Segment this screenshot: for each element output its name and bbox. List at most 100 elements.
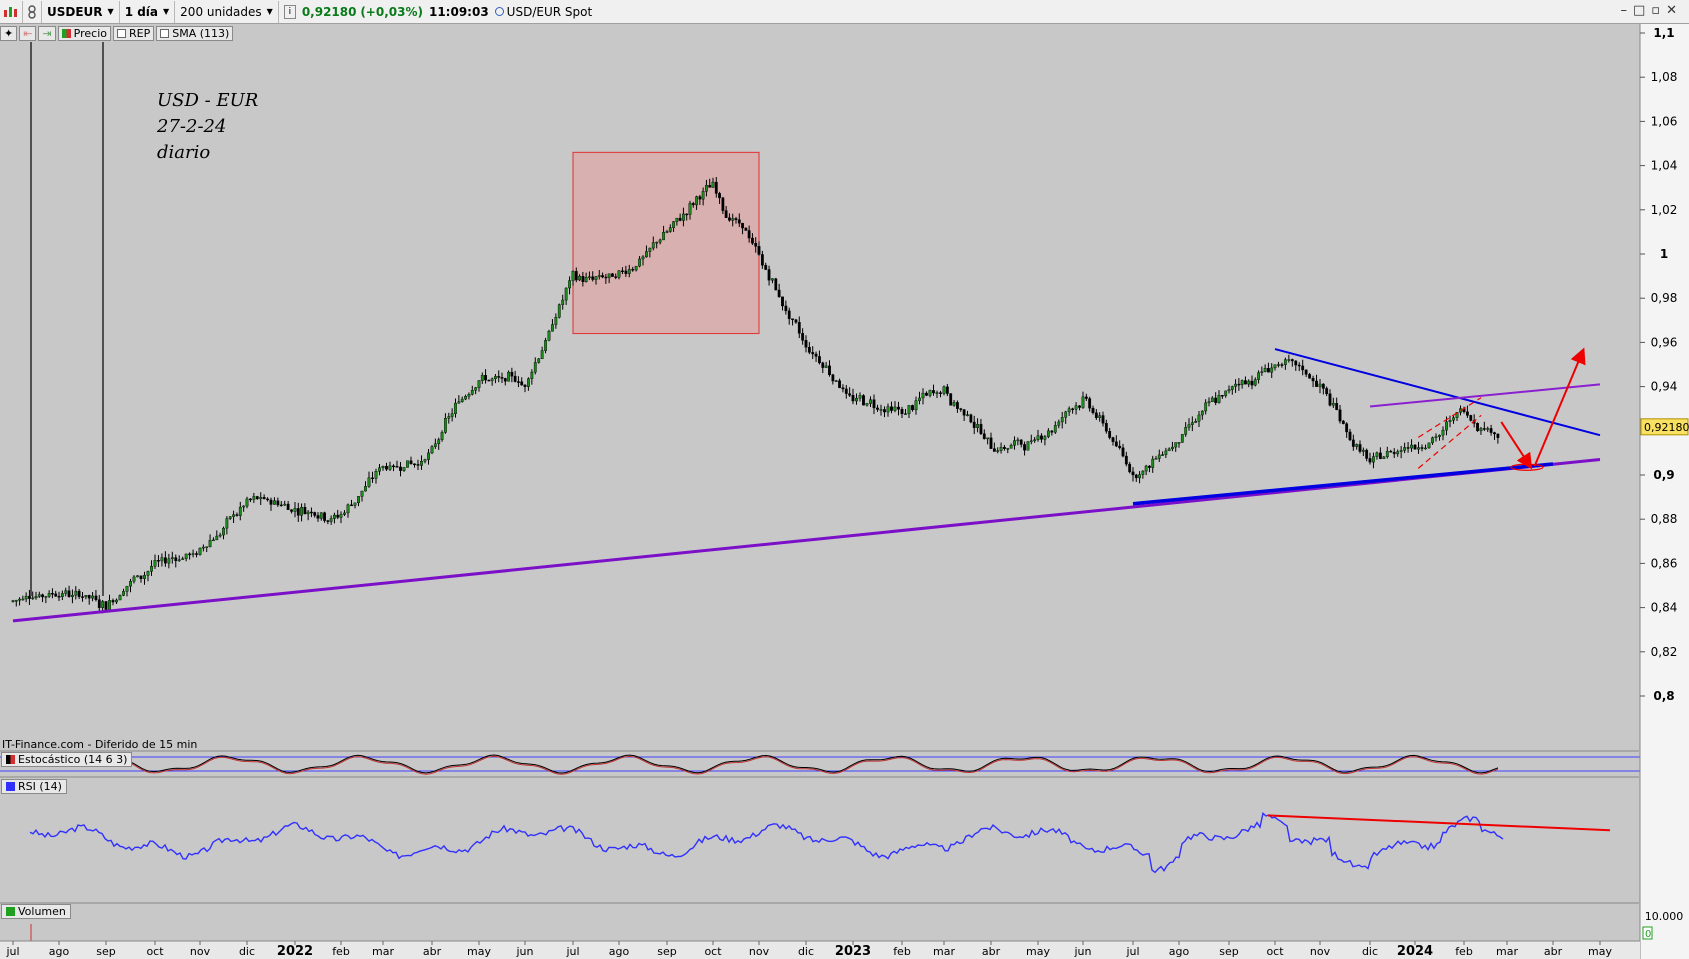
x-tick-label: jun [516, 945, 534, 958]
candle-body [952, 402, 956, 406]
candle-body [1144, 465, 1148, 472]
candle-body [1220, 395, 1224, 397]
candle-body [440, 432, 444, 440]
candle-body [1148, 465, 1151, 468]
toggle-sma[interactable]: SMA (113) [156, 26, 234, 41]
candle-body [1452, 417, 1455, 421]
up-arrow [1533, 347, 1586, 467]
info-icon[interactable]: i [283, 4, 296, 19]
candle-body [685, 213, 689, 216]
rsi-label[interactable]: RSI (14) [1, 779, 67, 794]
candle-body [731, 218, 735, 221]
candle-body [388, 465, 392, 470]
x-tick-label: sep [1219, 945, 1238, 958]
add-indicator-button[interactable]: ✦ [0, 26, 18, 41]
units-selector[interactable]: 200 unidades ▼ [175, 0, 279, 23]
candle-body [31, 597, 35, 600]
candle-body [81, 596, 84, 598]
candle-body [1114, 441, 1118, 447]
candle-body [918, 397, 921, 401]
candle-body [205, 546, 209, 548]
symbol-selector[interactable]: USDEUR ▼ [42, 0, 120, 23]
candle-body [1301, 365, 1305, 371]
candle-body [1200, 410, 1204, 416]
period-selector[interactable]: 1 día ▼ [120, 0, 176, 23]
candle-body [1197, 414, 1201, 422]
y-tick-label: 0,8 [1653, 689, 1674, 703]
candle-body [1210, 397, 1214, 402]
volume-label[interactable]: Volumen [1, 904, 71, 919]
candle-body [44, 596, 48, 598]
candle-body [381, 465, 385, 468]
candle-body [858, 395, 862, 399]
candle-body [962, 409, 966, 416]
candle-body [591, 276, 595, 280]
candle-body [1207, 401, 1211, 404]
maximize-icon[interactable]: □ [1632, 3, 1652, 18]
export-button[interactable]: ⇥ [38, 26, 56, 41]
candle-body [1385, 451, 1389, 458]
price-color-icon [61, 29, 71, 38]
minimize-icon[interactable]: – [1620, 3, 1633, 18]
candle-body [564, 287, 568, 301]
candle-body [1067, 408, 1071, 413]
rsi-panel: 1008060402045,177 [29, 778, 1688, 902]
candle-body [1250, 380, 1254, 386]
candle-body [364, 486, 367, 492]
candle-body [181, 558, 185, 560]
candle-body [367, 477, 371, 487]
candle-body [71, 594, 74, 597]
candle-body [191, 553, 195, 555]
candle-body [838, 380, 841, 388]
remove-panel-button[interactable]: ⇤ [19, 26, 37, 41]
chart-type-icon[interactable] [0, 0, 23, 23]
toggle-price[interactable]: Precio [57, 26, 111, 41]
x-tick-label: dic [239, 945, 255, 958]
indicator-color-icon [6, 782, 15, 791]
candle-body [897, 406, 900, 410]
candle-body [1043, 436, 1047, 440]
candle-body [1151, 458, 1155, 468]
x-tick-label: mar [372, 945, 394, 958]
candle-body [232, 514, 235, 517]
candle-body [174, 557, 178, 562]
candle-body [1378, 452, 1382, 460]
candle-body [507, 371, 510, 382]
checkbox-icon [160, 29, 170, 38]
candle-body [1431, 437, 1434, 444]
stoch-label[interactable]: Estocástico (14 6 3) [1, 752, 133, 767]
candle-body [1217, 395, 1221, 403]
x-tick-label: ago [609, 945, 630, 958]
candle-body [1382, 456, 1386, 460]
candle-body [329, 518, 333, 522]
candle-body [631, 269, 635, 271]
candle-body [1372, 456, 1375, 463]
window-controls: –□▫✕ [1620, 3, 1683, 18]
candle-body [1358, 444, 1362, 452]
candle-body [724, 210, 728, 218]
candle-body [374, 471, 378, 479]
candle-body [276, 500, 280, 506]
candle-body [604, 276, 608, 279]
close-icon[interactable]: ✕ [1666, 3, 1683, 18]
candle-body [1493, 432, 1496, 435]
y-tick-label: 1,04 [1651, 159, 1678, 173]
x-tick-label: 2024 [1397, 944, 1433, 959]
chevron-down-icon: ▼ [163, 7, 170, 16]
candle-body [57, 596, 61, 598]
candle-body [851, 395, 855, 402]
candle-body [21, 598, 25, 601]
candle-body [1297, 364, 1301, 367]
candle-body [457, 401, 461, 404]
restore-icon[interactable]: ▫ [1651, 3, 1667, 18]
candle-body [1260, 371, 1264, 373]
candle-body [865, 403, 869, 406]
toggle-rep[interactable]: REP [112, 26, 155, 41]
link-icon[interactable] [23, 0, 42, 23]
candle-body [1074, 405, 1078, 410]
candle-body [597, 275, 601, 277]
candle-body [645, 251, 648, 258]
candle-body [1338, 409, 1342, 422]
candle-body [1479, 428, 1483, 432]
